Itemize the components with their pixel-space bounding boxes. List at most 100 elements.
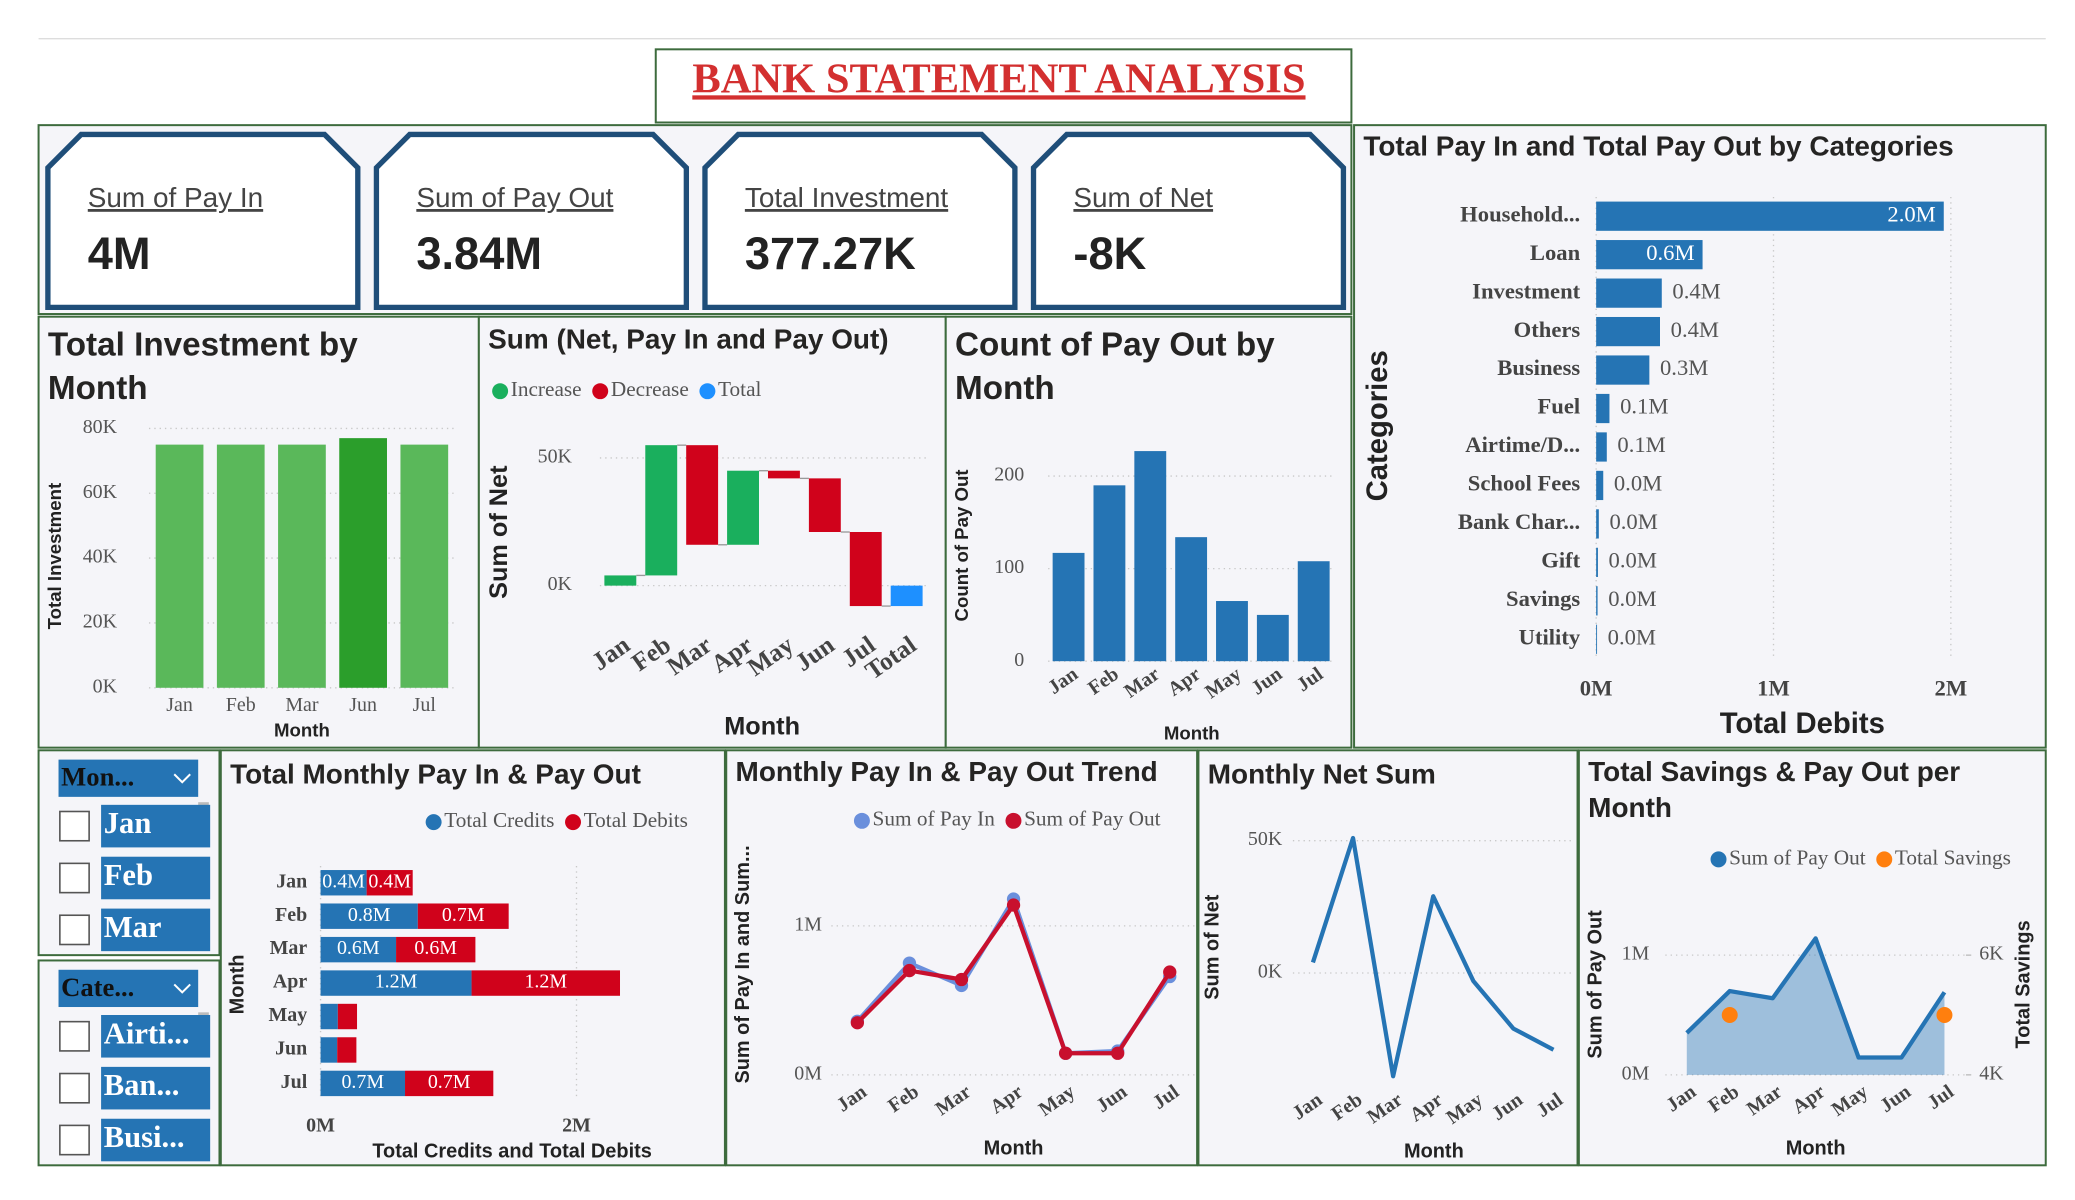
bar	[1256, 614, 1289, 662]
chart-title: Total Monthly Pay In & Pay Out	[230, 759, 641, 791]
bar	[1596, 586, 1598, 616]
y-tick-label: 0M	[794, 1062, 822, 1084]
bar	[1596, 278, 1662, 308]
y-axis-title: Sum of Net	[485, 465, 513, 599]
slicer-item-label: Busi...	[104, 1120, 185, 1154]
legend-label: Sum of Pay In	[873, 807, 996, 831]
bar	[400, 444, 449, 688]
slicer-title: Mon...	[61, 762, 134, 792]
bar	[337, 1037, 357, 1063]
legend-label: Total Savings	[1895, 845, 2011, 869]
legend-label: Increase	[511, 377, 582, 401]
dashboard-title: BANK STATEMENT ANALYSIS	[692, 55, 1305, 102]
kpi-card	[702, 131, 1018, 311]
data-label: 0.0M	[1609, 509, 1657, 534]
slicer-header	[58, 759, 199, 797]
slicer-item[interactable]	[101, 908, 211, 952]
kpi-label: Total Investment	[745, 182, 949, 213]
bar	[1134, 451, 1167, 662]
chart-title-box: Total Investment by Month	[47, 325, 358, 407]
data-label: 0.7M	[442, 904, 485, 926]
slicer-item[interactable]	[101, 804, 211, 848]
slicer-checkbox[interactable]	[59, 1124, 90, 1156]
legend-marker	[565, 814, 582, 831]
x-tick-label: 0M	[306, 1114, 335, 1136]
y-tick-label: 40K	[83, 546, 118, 568]
chart-title-box: Sum (Net, Pay In and Pay Out)	[488, 325, 888, 356]
x-tick-label: 0M	[1580, 676, 1613, 701]
chart-title: Total Investment by Month	[47, 325, 358, 407]
legend-marker	[592, 383, 609, 400]
y-tick-label: Household...	[1460, 201, 1580, 226]
chart-title: Monthly Pay In & Pay Out Trend	[735, 756, 1158, 788]
slicer-checkbox[interactable]	[59, 914, 90, 946]
y-tick-label: Feb	[275, 904, 307, 926]
data-label: 0.7M	[341, 1071, 384, 1093]
x-axis-title: Total Debits	[1720, 708, 1885, 740]
data-label: 0.8M	[348, 904, 391, 926]
data-label: 0.4M	[1671, 317, 1719, 342]
slicer-checkbox[interactable]	[59, 862, 90, 894]
slicer-item-label: Airti...	[104, 1016, 190, 1050]
data-label: 0.6M	[337, 937, 380, 959]
bar	[1596, 240, 1703, 270]
slicer-item-label: Jan	[104, 806, 152, 840]
data-label: 0.3M	[1660, 355, 1708, 380]
y-tick-label: Jan	[276, 870, 307, 892]
y2-tick-label: 6K	[1979, 943, 2004, 965]
x-tick-label: Jan	[166, 694, 193, 716]
y-tick-label: 0M	[1622, 1062, 1650, 1084]
point	[1111, 1046, 1125, 1060]
legend-label: Decrease	[611, 377, 689, 401]
x-tick-label: Jun	[349, 694, 377, 716]
slicer-checkbox[interactable]	[59, 1072, 90, 1104]
x-axis-title: Month	[1164, 722, 1220, 743]
chart-title: Total Pay In and Total Pay Out by Catego…	[1363, 131, 1954, 163]
bar	[471, 970, 621, 996]
y-tick-label: School Fees	[1468, 471, 1581, 496]
slicer-item[interactable]	[101, 1066, 211, 1110]
y-tick-label: Apr	[273, 971, 307, 993]
y2-tick-label: 4K	[1979, 1062, 2004, 1084]
x-axis-title: Month	[984, 1138, 1044, 1160]
slicer-checkbox[interactable]	[59, 1020, 90, 1052]
chart-panel	[725, 749, 1199, 1167]
legend-marker	[699, 383, 716, 400]
point	[1936, 1007, 1953, 1023]
y-tick-label: Business	[1497, 355, 1580, 380]
bar	[1052, 552, 1085, 662]
data-label: 2.0M	[1887, 201, 1935, 226]
slicer-item[interactable]	[101, 1118, 211, 1162]
data-label: 1.2M	[375, 971, 418, 993]
data-label: 0.0M	[1608, 586, 1656, 611]
bar	[337, 1003, 358, 1030]
y-tick-label: Jun	[275, 1038, 307, 1060]
slicer-title: Cate...	[61, 972, 134, 1002]
y-tick-label: Investment	[1472, 278, 1580, 303]
bar	[1596, 547, 1598, 577]
data-label: 0.1M	[1620, 394, 1668, 419]
bar	[339, 438, 387, 688]
kpi-value: -8K	[1073, 228, 1146, 279]
data-label: 0.0M	[1609, 548, 1657, 573]
y-axis-title: Sum of Pay Out	[1584, 910, 1606, 1059]
slicer-item[interactable]	[101, 1015, 211, 1058]
slicer-chevron	[173, 773, 191, 784]
kpi-value: 377.27K	[745, 228, 916, 279]
kpi-value: 4M	[88, 228, 151, 279]
slicer-chevron	[173, 983, 191, 994]
point	[1721, 1007, 1738, 1023]
chart-title-box: Total Pay In and Total Pay Out by Catego…	[1363, 131, 1954, 163]
data-label: 0.1M	[1617, 432, 1665, 457]
bar	[1596, 316, 1660, 347]
slicer-checkbox[interactable]	[59, 810, 90, 842]
slicer-item[interactable]	[101, 856, 211, 900]
bar	[767, 470, 800, 479]
data-label: 0.7M	[428, 1071, 471, 1093]
x-tick-label: Jul	[413, 694, 437, 716]
kpi-label: Sum of Pay In	[88, 182, 263, 213]
bar	[727, 470, 759, 545]
y-tick-label: 200	[994, 464, 1024, 486]
chart-title-box: Total Savings & Pay Out per Month	[1588, 757, 1960, 824]
